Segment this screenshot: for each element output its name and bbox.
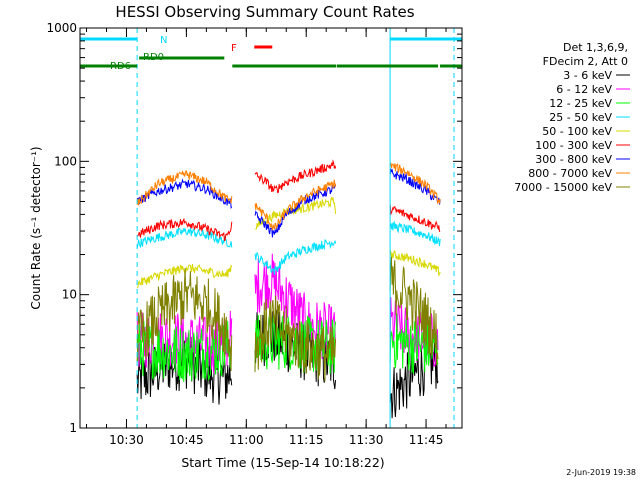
flag-label-f: F	[231, 43, 237, 54]
legend-label-25-50-kev: 25 - 50 keV	[549, 111, 612, 124]
legend-label-3-6-kev: 3 - 6 keV	[563, 69, 612, 82]
x-tick-label: 10:30	[109, 433, 144, 447]
legend-header-line-1: Det 1,3,6,9,	[563, 41, 628, 54]
y-tick-label: 100	[54, 154, 77, 168]
footer-date: 2-Jun-2019 19:38	[566, 468, 636, 477]
x-axis-label: Start Time (15-Sep-14 10:18:22)	[181, 455, 384, 470]
axes: 1 10 100 1000 10:30 10:45 11:00 11:15 11:30 11:45	[46, 21, 462, 447]
legend-label-12-25-kev: 12 - 25 keV	[549, 97, 612, 110]
plot-frame	[79, 27, 463, 429]
y-tick-label: 10	[62, 288, 77, 302]
legend-label-7000-15000-kev: 7000 - 15000 keV	[514, 181, 612, 194]
series-line-100-300-kev	[137, 159, 441, 242]
chart-title: HESSI Observing Summary Count Rates	[115, 3, 414, 21]
flag-label-n: N	[160, 35, 167, 46]
legend-label-300-800-kev: 300 - 800 keV	[535, 153, 612, 166]
flag-label-rd6: RD6	[110, 61, 131, 72]
legend-label-800-7000-kev: 800 - 7000 keV	[528, 167, 612, 180]
y-tick-label: 1	[69, 421, 77, 435]
x-tick-label: 11:45	[409, 433, 444, 447]
x-tick-label: 11:15	[289, 433, 324, 447]
series-line-7000-15000-kev	[136, 256, 439, 382]
legend-header-line-2: FDecim 2, Att 0	[543, 55, 628, 68]
y-axis-label: Count Rate (s⁻¹ detector⁻¹)	[29, 146, 43, 309]
legend-label-6-12-kev: 6 - 12 keV	[556, 83, 612, 96]
flag-label-rd0: RD0	[143, 52, 164, 63]
legend: Det 1,3,6,9, FDecim 2, Att 0 3 - 6 keV6 …	[514, 41, 630, 194]
x-tick-label: 10:45	[169, 433, 204, 447]
series-line-25-50-kev	[136, 220, 441, 276]
y-tick-label: 1000	[46, 21, 77, 35]
legend-label-50-100-kev: 50 - 100 keV	[542, 125, 612, 138]
x-tick-label: 11:00	[229, 433, 264, 447]
instrument-flags: N F RD0 RD6	[80, 28, 462, 428]
x-tick-label: 11:30	[349, 433, 384, 447]
data-layer	[136, 159, 441, 419]
legend-label-100-300-kev: 100 - 300 keV	[535, 139, 612, 152]
series-line-800-7000-kev	[136, 162, 441, 231]
